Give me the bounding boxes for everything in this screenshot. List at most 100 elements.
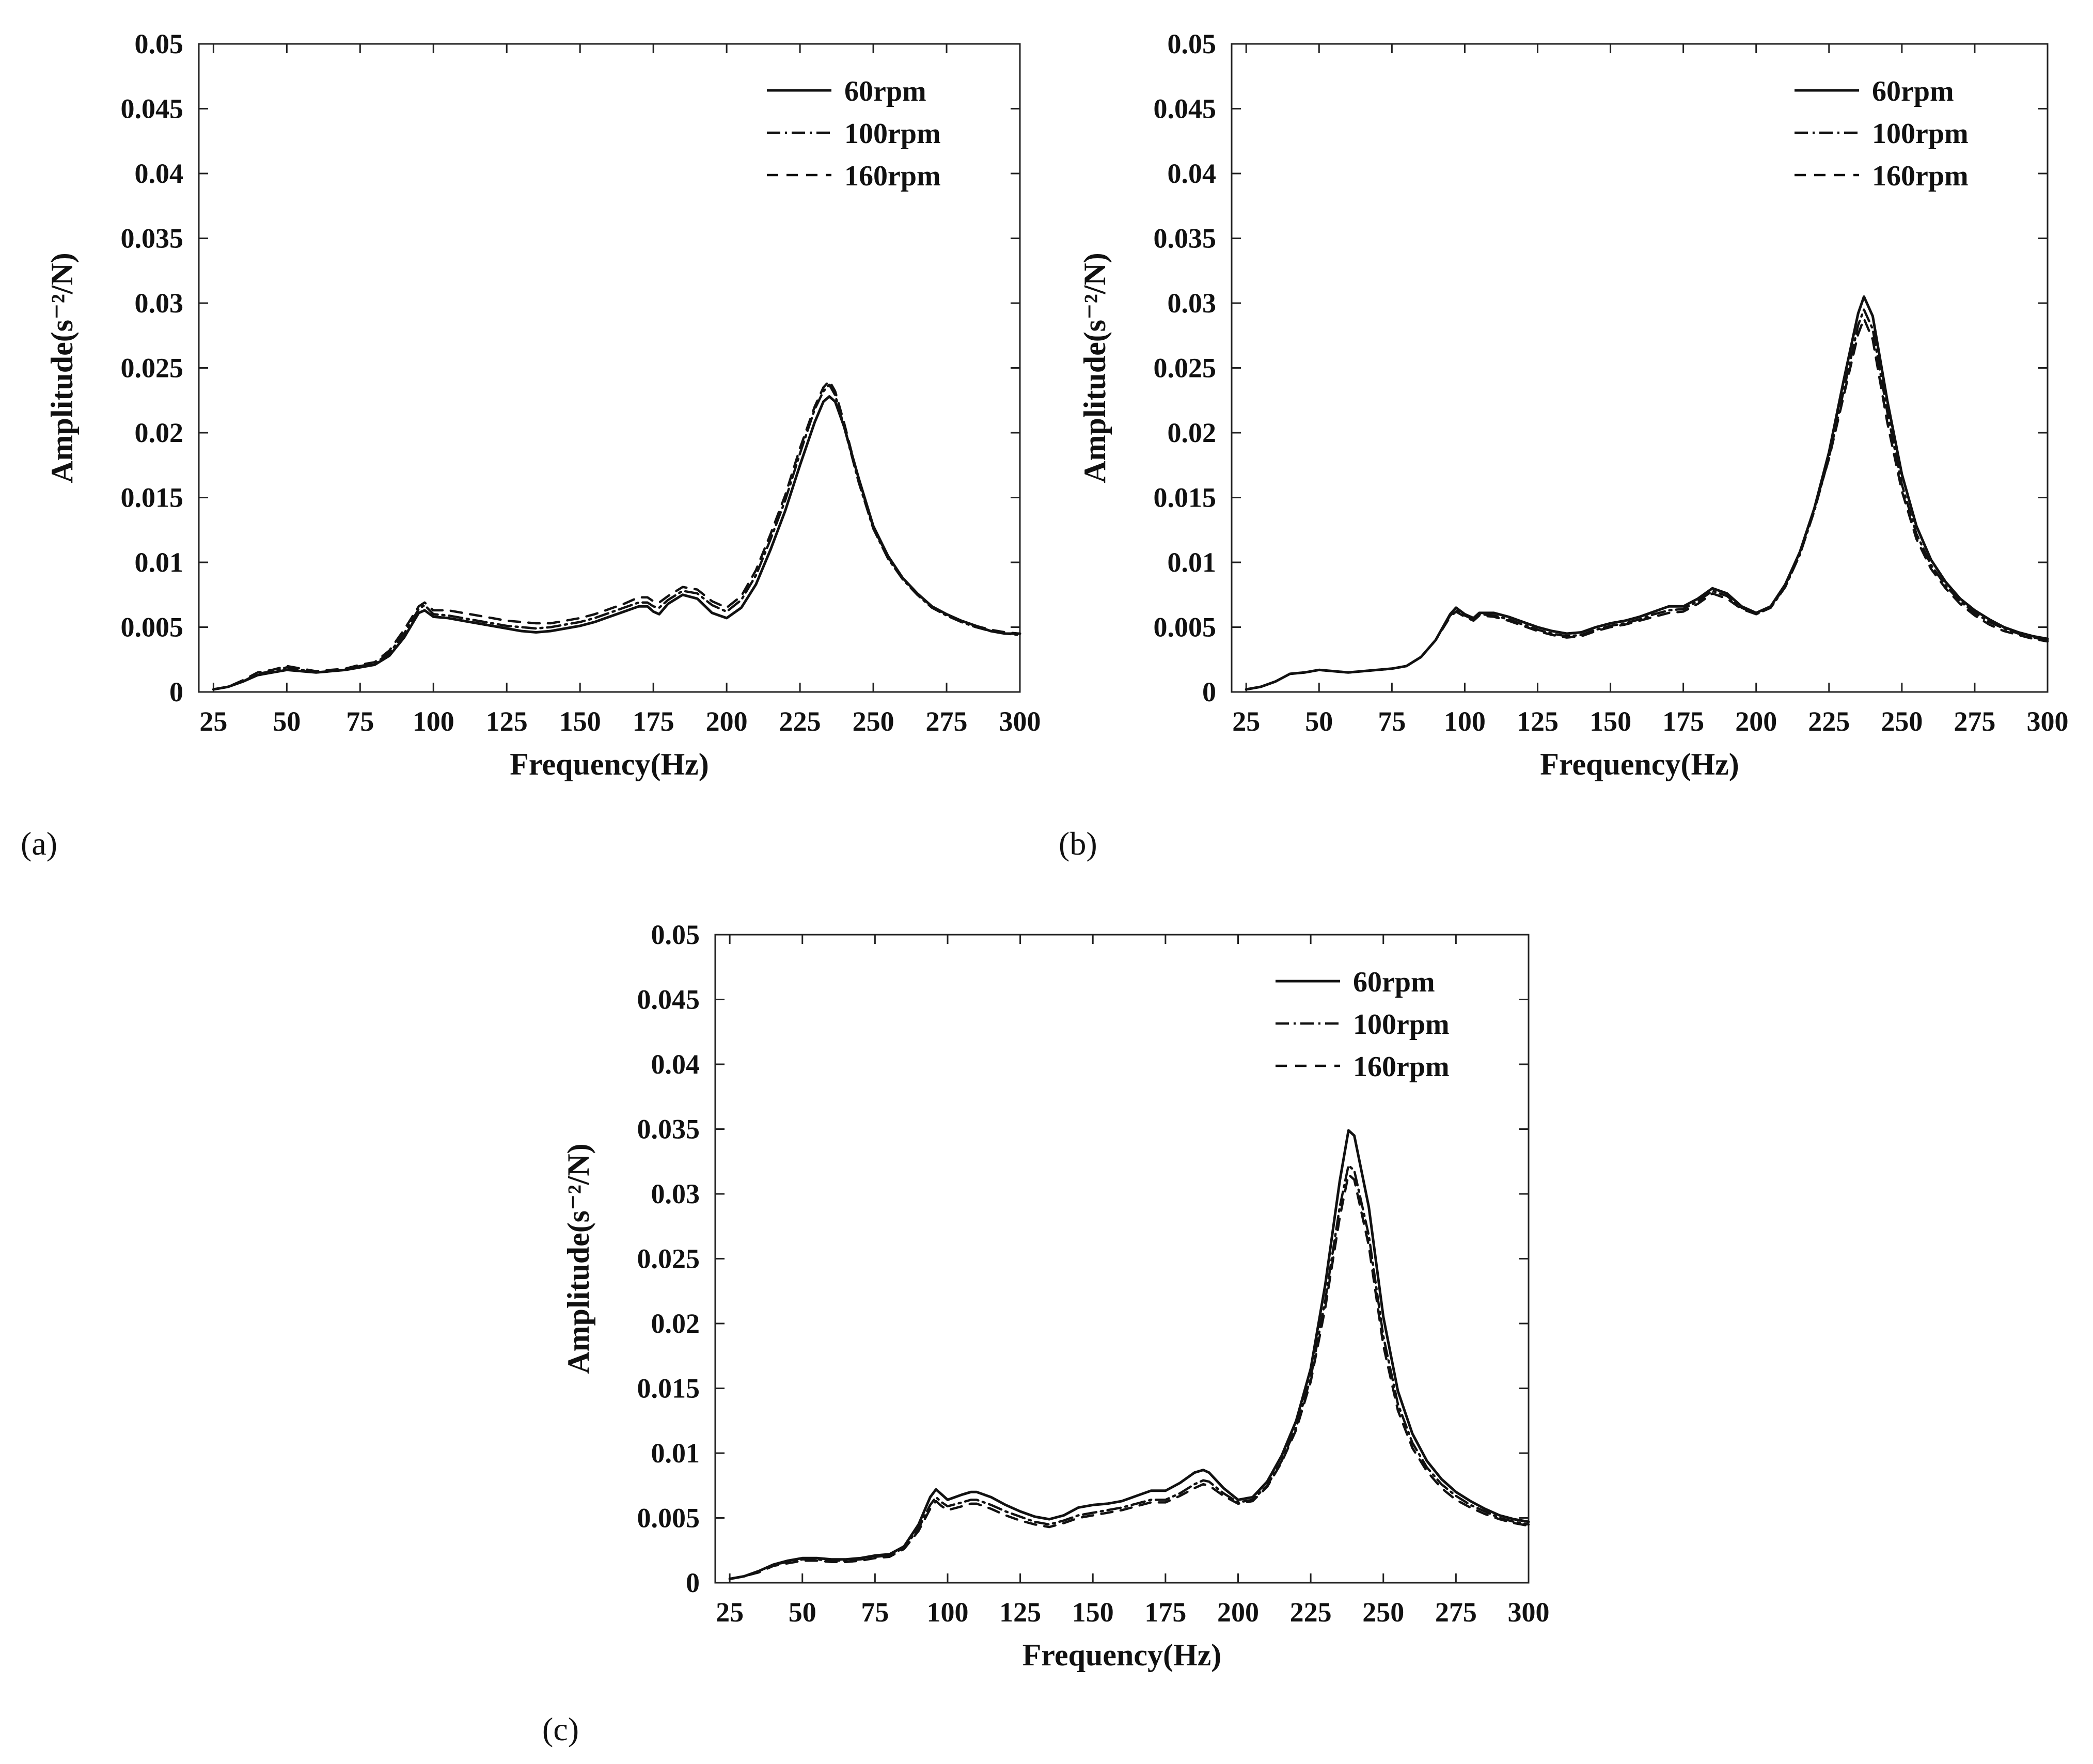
x-tick-label: 150	[1072, 1597, 1114, 1628]
x-tick-label: 200	[706, 706, 748, 737]
y-tick-label: 0.035	[637, 1114, 700, 1145]
y-tick-label: 0.045	[1154, 93, 1217, 124]
x-tick-label: 100	[413, 706, 454, 737]
x-tick-label: 100	[1444, 706, 1486, 737]
y-tick-label: 0.02	[651, 1308, 700, 1339]
legend-label-100rpm: 100rpm	[1872, 118, 1969, 150]
x-tick-label: 300	[1508, 1597, 1550, 1628]
series-line-100rpm	[212, 383, 1021, 691]
x-axis-label: Frequency(Hz)	[1022, 1638, 1221, 1672]
x-tick-label: 200	[1735, 706, 1777, 737]
y-tick-label: 0.03	[651, 1178, 700, 1209]
x-tick-label: 25	[716, 1597, 744, 1628]
x-tick-label: 300	[999, 706, 1041, 737]
y-tick-label: 0.025	[1154, 353, 1217, 384]
x-tick-label: 200	[1217, 1597, 1259, 1628]
y-tick-label: 0	[1202, 676, 1216, 707]
x-tick-label: 250	[1362, 1597, 1404, 1628]
x-tick-label: 250	[1881, 706, 1923, 737]
x-tick-label: 250	[853, 706, 894, 737]
x-tick-label: 175	[633, 706, 674, 737]
series-line-160rpm	[728, 1173, 1530, 1580]
legend-label-100rpm: 100rpm	[1353, 1009, 1450, 1041]
legend-label-60rpm: 60rpm	[1353, 966, 1435, 998]
x-tick-label: 25	[1232, 706, 1260, 737]
x-axis-label: Frequency(Hz)	[510, 747, 709, 781]
x-tick-label: 175	[1662, 706, 1704, 737]
series-line-100rpm	[1245, 308, 2049, 691]
y-tick-label: 0.015	[637, 1373, 700, 1404]
y-axis-label: Amplitude(s⁻²/N)	[45, 253, 79, 483]
series-line-160rpm	[1245, 317, 2049, 691]
y-axis-label: Amplitude(s⁻²/N)	[1078, 253, 1112, 483]
x-tick-label: 25	[199, 706, 227, 737]
x-tick-label: 275	[1954, 706, 1995, 737]
x-tick-label: 225	[1290, 1597, 1332, 1628]
x-tick-label: 275	[926, 706, 968, 737]
y-tick-label: 0.035	[121, 223, 184, 254]
x-tick-label: 225	[1808, 706, 1850, 737]
y-tick-label: 0.05	[135, 28, 184, 59]
y-axis-label: Amplitude(s⁻²/N)	[561, 1143, 595, 1374]
y-tick-label: 0.015	[121, 482, 184, 513]
legend-label-160rpm: 160rpm	[844, 160, 941, 192]
y-tick-label: 0.025	[121, 353, 184, 384]
y-tick-label: 0	[686, 1567, 700, 1598]
x-tick-label: 175	[1144, 1597, 1186, 1628]
x-tick-label: 75	[861, 1597, 889, 1628]
y-tick-label: 0.04	[651, 1049, 700, 1080]
y-tick-label: 0.05	[1168, 28, 1217, 59]
y-tick-label: 0.02	[1168, 417, 1217, 448]
x-tick-label: 150	[1590, 706, 1631, 737]
x-tick-label: 75	[346, 706, 374, 737]
y-tick-label: 0.015	[1154, 482, 1217, 513]
y-tick-label: 0.045	[637, 984, 700, 1015]
y-tick-label: 0.01	[1168, 547, 1217, 578]
panel-label: (a)	[21, 825, 57, 862]
y-tick-label: 0.045	[121, 93, 184, 124]
x-tick-label: 50	[1305, 706, 1333, 737]
x-tick-label: 125	[486, 706, 528, 737]
y-tick-label: 0.03	[1168, 288, 1217, 319]
chart-panel-c: 25 50 75 100 125 150 175 200 225 250 275 300 0 0.005 0…	[542, 919, 1550, 1747]
y-tick-label: 0.01	[135, 547, 184, 578]
x-tick-label: 300	[2027, 706, 2069, 737]
legend-label-60rpm: 60rpm	[1872, 75, 1954, 107]
y-tick-label: 0.04	[135, 158, 184, 189]
legend-label-60rpm: 60rpm	[844, 75, 926, 107]
series-line-60rpm	[728, 1129, 1530, 1580]
y-tick-label: 0.005	[637, 1503, 700, 1534]
y-tick-label: 0.05	[651, 919, 700, 950]
x-tick-label: 225	[779, 706, 821, 737]
x-tick-label: 75	[1378, 706, 1406, 737]
y-tick-label: 0.01	[651, 1438, 700, 1469]
x-tick-label: 125	[999, 1597, 1041, 1628]
series-line-60rpm	[1245, 295, 2049, 691]
x-axis-label: Frequency(Hz)	[1540, 747, 1739, 781]
x-tick-label: 150	[559, 706, 601, 737]
y-tick-label: 0.02	[135, 417, 184, 448]
x-tick-label: 125	[1517, 706, 1559, 737]
panel-label: (c)	[542, 1711, 579, 1747]
series-line-60rpm	[212, 395, 1021, 691]
y-tick-label: 0.005	[1154, 612, 1217, 643]
y-tick-label: 0.04	[1168, 158, 1217, 189]
y-tick-label: 0	[169, 676, 183, 707]
y-tick-label: 0.025	[637, 1243, 700, 1274]
legend-label-160rpm: 160rpm	[1872, 160, 1969, 192]
series-line-100rpm	[728, 1164, 1530, 1580]
chart-panel-b: 25 50 75 100 125 150 175 200 225 250 275 300 0 0.005 0…	[1059, 28, 2069, 862]
y-tick-label: 0.005	[121, 612, 184, 643]
panel-label: (b)	[1059, 825, 1097, 862]
x-tick-label: 100	[927, 1597, 969, 1628]
chart-panel-a: 25 50 75 100 125 150 175 200 225 250 275 300 0 0.005 0…	[21, 28, 1041, 862]
y-tick-label: 0.03	[135, 288, 184, 319]
y-tick-label: 0.035	[1154, 223, 1217, 254]
legend-label-160rpm: 160rpm	[1353, 1051, 1450, 1083]
x-tick-label: 275	[1435, 1597, 1477, 1628]
legend-label-100rpm: 100rpm	[844, 118, 941, 150]
x-tick-label: 50	[789, 1597, 816, 1628]
x-tick-label: 50	[273, 706, 301, 737]
series-line-160rpm	[212, 380, 1021, 691]
